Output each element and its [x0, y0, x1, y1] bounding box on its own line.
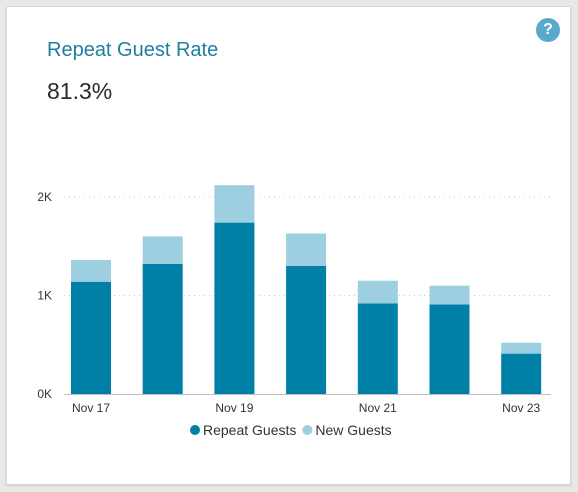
bar-new-guests-1[interactable]	[71, 260, 111, 282]
x-tick-label: Nov 21	[359, 401, 397, 415]
legend-swatch	[190, 425, 200, 435]
bar-new-guests-2[interactable]	[142, 236, 183, 264]
bars	[71, 185, 542, 394]
bar-repeat-guests-4[interactable]	[286, 265, 327, 394]
x-tick-label: Nov 17	[72, 401, 110, 415]
kpi-value: 81.3%	[47, 78, 113, 104]
y-axis: 0K 1K 2K	[37, 190, 52, 401]
question-icon[interactable]: ?	[536, 18, 560, 42]
bar-repeat-guests-1[interactable]	[71, 281, 111, 394]
legend-label[interactable]: New Guests	[315, 422, 391, 438]
x-axis: Nov 17 Nov 19 Nov 21 Nov 23	[72, 401, 541, 415]
legend-swatch	[302, 425, 313, 435]
legend-label[interactable]: Repeat Guests	[203, 422, 296, 438]
x-tick-label: Nov 23	[502, 401, 540, 415]
bar-new-guests-3[interactable]	[214, 185, 255, 223]
bar-repeat-guests-3[interactable]	[214, 222, 255, 394]
legend: Repeat Guests New Guests	[190, 422, 392, 438]
x-tick-label: Nov 19	[215, 401, 253, 415]
help-label: ?	[543, 21, 553, 38]
bar-new-guests-7[interactable]	[501, 342, 542, 354]
bar-new-guests-6[interactable]	[429, 285, 470, 305]
y-tick-label: 2K	[37, 190, 52, 204]
card-title: Repeat Guest Rate	[47, 39, 219, 61]
y-tick-label: 1K	[37, 289, 52, 303]
bar-new-guests-4[interactable]	[286, 233, 327, 266]
bar-repeat-guests-6[interactable]	[429, 304, 470, 394]
y-tick-label: 0K	[37, 387, 52, 401]
bar-new-guests-5[interactable]	[357, 280, 398, 304]
bar-repeat-guests-5[interactable]	[357, 303, 398, 394]
bar-repeat-guests-2[interactable]	[142, 263, 183, 394]
grid-lines	[64, 196, 551, 395]
bar-repeat-guests-7[interactable]	[501, 353, 542, 394]
